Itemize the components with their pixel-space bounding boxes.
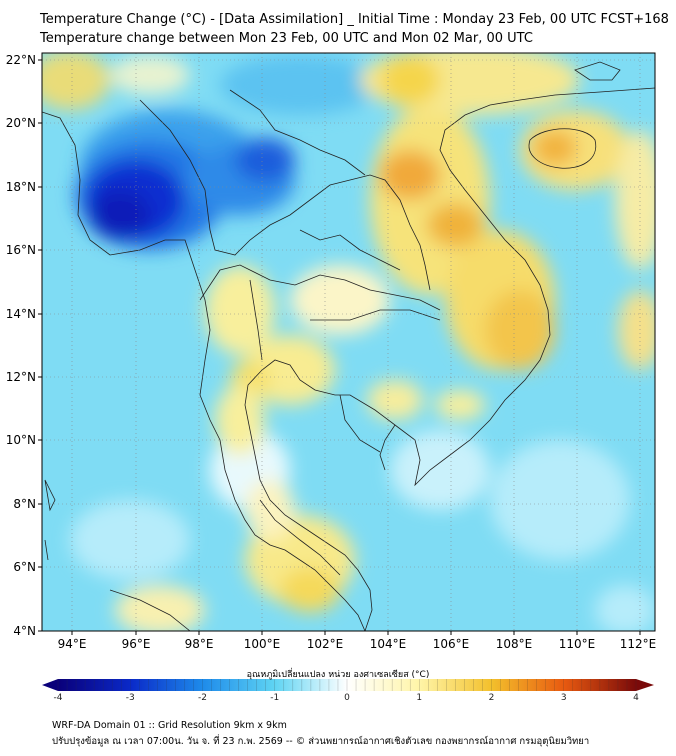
lon-label: 108°E bbox=[496, 637, 533, 651]
lat-label: 12°N bbox=[6, 370, 36, 384]
lat-label: 10°N bbox=[6, 433, 36, 447]
lat-label: 14°N bbox=[6, 307, 36, 321]
footer-line2: ปรับปรุงข้อมูล ณ เวลา 07:00น. วัน จ. ที่… bbox=[52, 736, 590, 747]
colorbar-tick-label: 2 bbox=[489, 693, 495, 703]
colorbar-tick-label: -2 bbox=[198, 693, 207, 703]
lat-label: 20°N bbox=[6, 116, 36, 130]
lat-label: 6°N bbox=[13, 560, 36, 574]
lon-label: 104°E bbox=[370, 637, 407, 651]
lon-label: 94°E bbox=[58, 637, 87, 651]
lat-label: 16°N bbox=[6, 243, 36, 257]
colorbar-tick-label: -4 bbox=[54, 693, 63, 703]
map-title-line1: Temperature Change (°C) - [Data Assimila… bbox=[40, 12, 669, 27]
lat-label: 18°N bbox=[6, 180, 36, 194]
lon-label: 102°E bbox=[307, 637, 344, 651]
lon-label: 110°E bbox=[559, 637, 596, 651]
lon-label: 112°E bbox=[620, 637, 657, 651]
longitude-labels: 94°E 96°E 98°E 100°E 102°E 104°E 106°E 1… bbox=[58, 637, 657, 651]
lon-label: 96°E bbox=[122, 637, 151, 651]
colorbar-gradient bbox=[58, 679, 636, 691]
graticule bbox=[42, 53, 655, 631]
lat-label: 8°N bbox=[13, 497, 36, 511]
latitude-labels: 22°N 20°N 18°N 16°N 14°N 12°N 10°N 8°N 6… bbox=[6, 53, 36, 638]
colorbar-tick-label: 4 bbox=[633, 693, 639, 703]
colorbar-tick-label: -3 bbox=[126, 693, 135, 703]
colorbar-max-arrow bbox=[636, 679, 654, 691]
colorbar-tick-label: 3 bbox=[561, 693, 567, 703]
colorbar-min-arrow bbox=[42, 679, 58, 691]
lon-label: 98°E bbox=[185, 637, 214, 651]
colorbar: -4 -3 -2 -1 0 1 2 3 4 bbox=[42, 679, 654, 703]
temperature-field bbox=[42, 53, 655, 631]
lat-label: 4°N bbox=[13, 624, 36, 638]
lon-label: 106°E bbox=[433, 637, 470, 651]
footer-line1: WRF-DA Domain 01 :: Grid Resolution 9km … bbox=[52, 720, 287, 731]
lat-label: 22°N bbox=[6, 53, 36, 67]
map-title-line2: Temperature change between Mon 23 Feb, 0… bbox=[40, 31, 533, 46]
colorbar-tick-label: -1 bbox=[270, 693, 279, 703]
coastlines bbox=[42, 61, 655, 631]
colorbar-tick-label: 1 bbox=[416, 693, 422, 703]
colorbar-title: อุณหภูมิเปลี่ยนแปลง หน่วย องศาเซลเซียส (… bbox=[246, 670, 430, 680]
map-frame bbox=[41, 52, 656, 632]
lon-label: 100°E bbox=[244, 637, 281, 651]
colorbar-tick-label: 0 bbox=[344, 693, 350, 703]
